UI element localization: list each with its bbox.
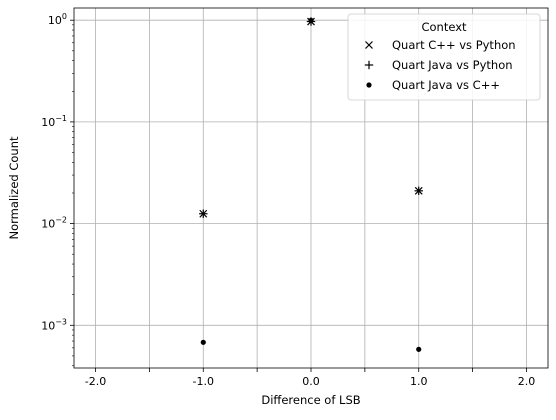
legend-marker-1-stroke bbox=[365, 41, 373, 49]
y-axis-label: Normalized Count bbox=[7, 136, 21, 240]
axes: -2.0 -1.0 0.0 1.0 2.0 100 10−1 10−2 10−3 bbox=[41, 7, 549, 388]
y-tick-label: 10−3 bbox=[41, 317, 67, 332]
data-point-series-3 bbox=[200, 339, 206, 345]
legend-entry-3: Quart Java vs C++ bbox=[392, 78, 500, 92]
legend-box bbox=[347, 13, 541, 101]
data-point-series-2 bbox=[199, 209, 208, 218]
x-tick-label: 2.0 bbox=[518, 375, 536, 388]
x-tick-label: 0.0 bbox=[302, 375, 320, 388]
x-tick-label: 1.0 bbox=[410, 375, 428, 388]
legend-marker-1 bbox=[365, 41, 373, 49]
x-tick-label: -2.0 bbox=[85, 375, 106, 388]
legend-entry-2: Quart Java vs Python bbox=[392, 58, 513, 72]
data-point-series-3 bbox=[308, 17, 314, 23]
data-marks bbox=[199, 17, 423, 352]
y-tick-label: 10−1 bbox=[41, 114, 67, 129]
legend-marker-3 bbox=[366, 82, 372, 88]
plot-frame bbox=[73, 7, 549, 369]
y-tick-label: 100 bbox=[48, 12, 67, 27]
x-tick-label: -1.0 bbox=[193, 375, 214, 388]
x-axis-label: Difference of LSB bbox=[261, 393, 360, 407]
legend: Context Quart C++ vs Python Quart Java vs … bbox=[347, 13, 541, 101]
y-tick-label: 10−2 bbox=[41, 216, 67, 231]
data-point-series-2 bbox=[414, 186, 423, 196]
legend-title: Context bbox=[421, 20, 467, 34]
legend-entry-1: Quart C++ vs Python bbox=[392, 38, 516, 52]
data-point-series-3 bbox=[416, 346, 422, 352]
legend-marker-2 bbox=[364, 60, 374, 70]
